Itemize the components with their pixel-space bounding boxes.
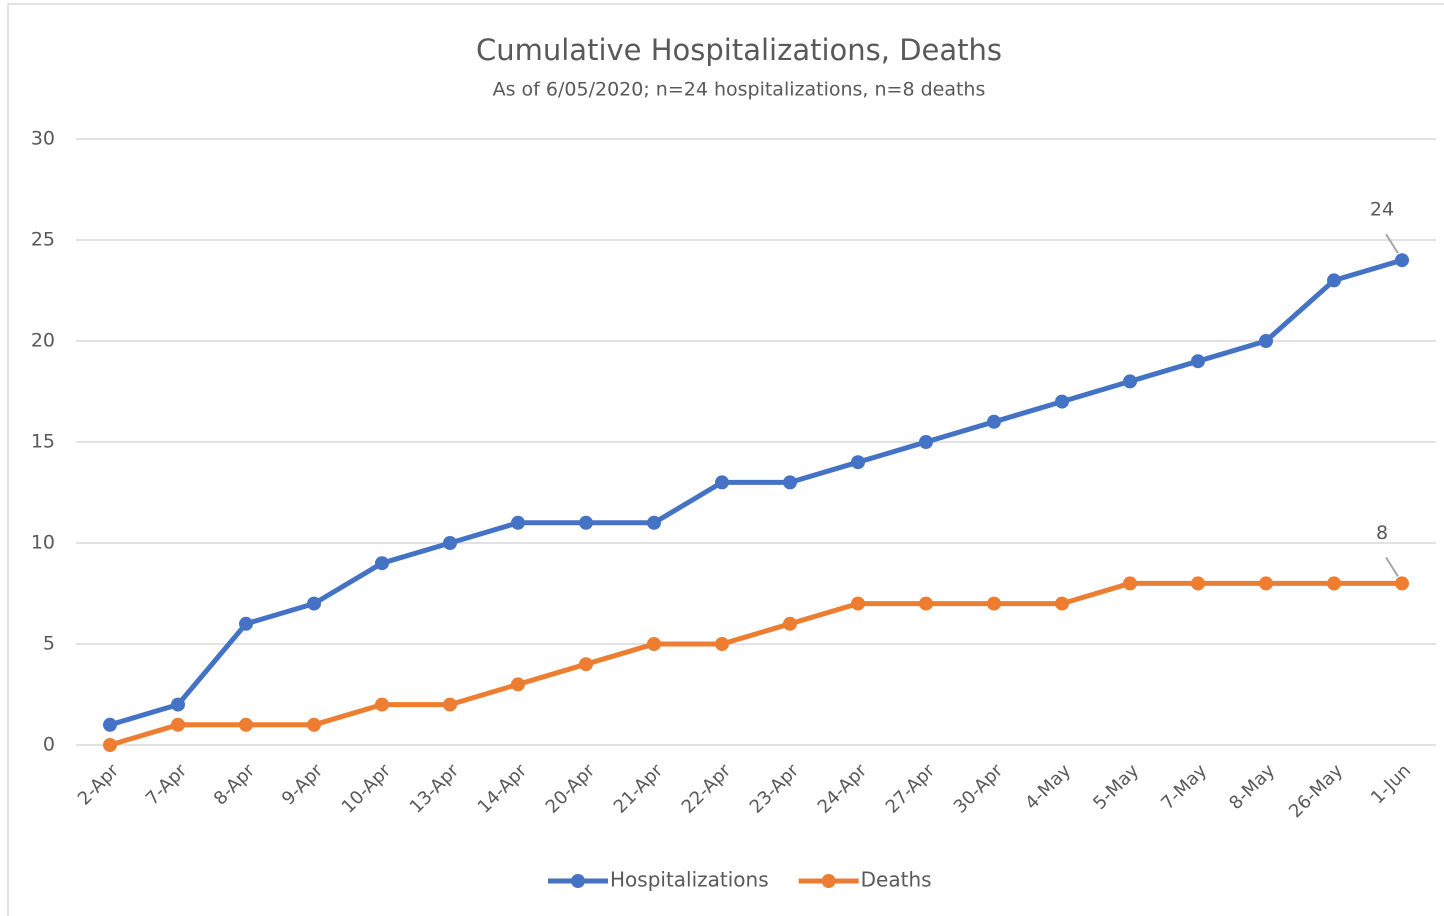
data-point: [375, 556, 389, 571]
legend-marker: [821, 874, 836, 888]
data-label: 24: [1370, 199, 1394, 221]
y-tick-label: 5: [43, 633, 55, 655]
data-point: [1123, 374, 1137, 389]
data-point: [851, 455, 865, 470]
data-point: [511, 515, 525, 530]
data-point: [783, 616, 797, 631]
data-point: [851, 596, 865, 611]
y-tick-label: 0: [43, 734, 55, 756]
data-label: 8: [1376, 522, 1388, 544]
data-point: [1191, 354, 1205, 369]
data-point: [647, 515, 661, 530]
data-point: [715, 637, 729, 651]
data-point: [1055, 394, 1069, 409]
data-point: [1259, 576, 1273, 591]
data-point: [1327, 576, 1341, 591]
legend-marker: [571, 874, 585, 888]
data-point: [239, 717, 253, 732]
data-point: [171, 717, 185, 732]
chart-subtitle: As of 6/05/2020; n=24 hospitalizations, …: [493, 79, 986, 101]
y-tick-label: 25: [31, 229, 55, 251]
data-point: [171, 697, 185, 712]
y-tick-label: 10: [31, 532, 55, 554]
data-point: [1259, 334, 1273, 348]
data-point: [307, 717, 321, 732]
data-point: [1395, 253, 1409, 268]
legend-label: Deaths: [861, 868, 932, 892]
data-point: [1327, 273, 1341, 288]
data-point: [443, 536, 457, 550]
label-leader: [1385, 233, 1399, 254]
data-point: [715, 475, 729, 490]
data-point: [1395, 576, 1409, 591]
legend-label: Hospitalizations: [610, 868, 769, 892]
chart-frame: [7, 3, 1444, 916]
y-tick-label: 15: [31, 431, 55, 453]
data-point: [987, 414, 1001, 429]
data-point: [511, 677, 525, 692]
data-point: [783, 475, 797, 490]
chart-title: Cumulative Hospitalizations, Deaths: [476, 33, 1002, 67]
data-point: [987, 596, 1001, 611]
y-tick-label: 20: [31, 330, 55, 352]
series-line: [109, 580, 1402, 748]
data-point: [1123, 576, 1137, 591]
data-point: [307, 596, 321, 611]
data-point: [443, 697, 457, 712]
data-point: [1191, 576, 1205, 591]
y-tick-label: 30: [31, 128, 55, 150]
data-point: [919, 435, 933, 449]
data-point: [579, 515, 593, 530]
data-point: [375, 697, 389, 712]
data-point: [103, 717, 117, 732]
data-point: [579, 657, 593, 672]
data-point: [103, 738, 117, 752]
series-line: [109, 257, 1403, 728]
data-point: [239, 616, 253, 631]
label-leader: [1385, 556, 1399, 577]
data-point: [647, 637, 661, 651]
data-point: [1055, 596, 1069, 611]
data-point: [919, 596, 933, 611]
